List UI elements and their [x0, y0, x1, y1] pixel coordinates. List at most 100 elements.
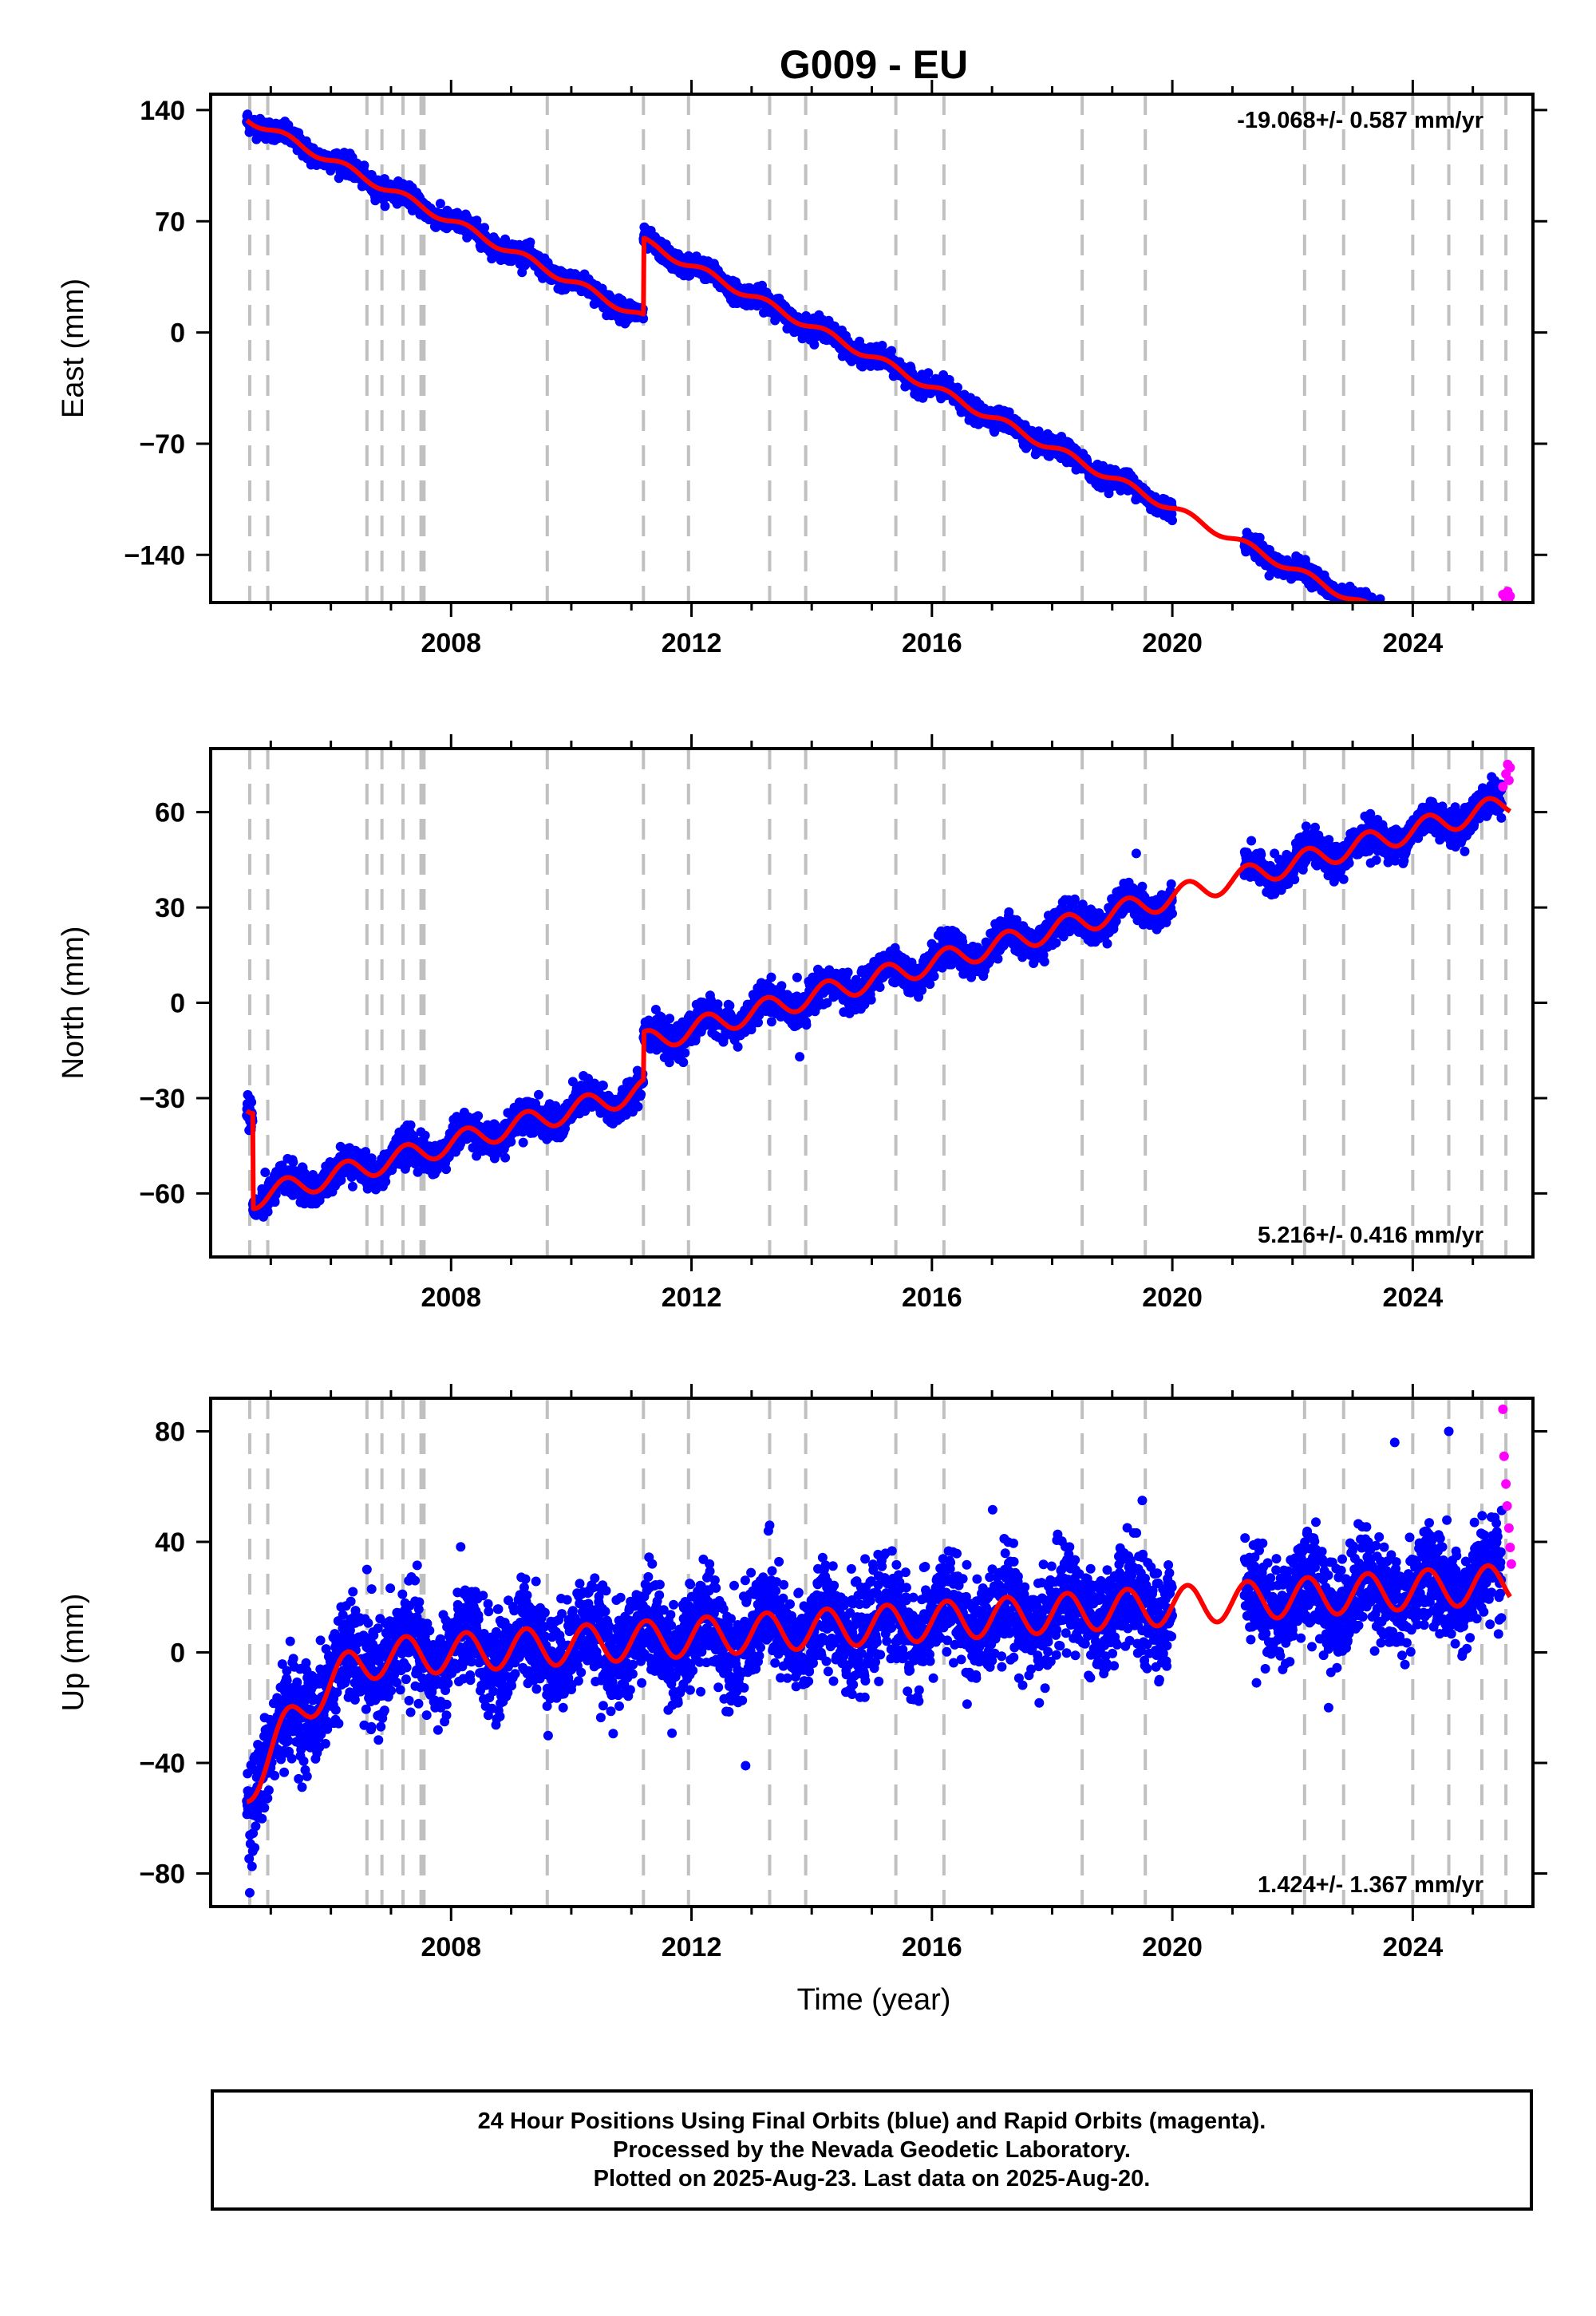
- data-point: [1479, 656, 1488, 666]
- data-point: [1482, 662, 1491, 672]
- data-point: [1365, 603, 1375, 613]
- data-point: [1452, 647, 1462, 657]
- data-point: [1463, 650, 1472, 659]
- data-point: [1389, 619, 1399, 628]
- x-tick-label: 2016: [902, 628, 962, 658]
- data-point: [1448, 644, 1457, 654]
- data-point: [1423, 619, 1432, 628]
- data-point: [1492, 662, 1502, 672]
- velocity-rate-label: -19.068+/- 0.587 mm/yr: [1237, 108, 1483, 133]
- data-point: [1384, 616, 1393, 626]
- data-point: [1461, 662, 1471, 672]
- data-point: [1495, 675, 1505, 685]
- data-point: [1450, 649, 1460, 658]
- data-point: [1478, 653, 1487, 662]
- data-point: [1362, 609, 1372, 619]
- data-point: [1478, 654, 1487, 663]
- data-point: [1454, 646, 1464, 656]
- data-point: [1472, 650, 1481, 659]
- data-point: [1473, 655, 1483, 665]
- data-point: [1387, 618, 1396, 627]
- data-point: [1464, 644, 1473, 654]
- data-point: [1456, 652, 1465, 662]
- data-point: [1469, 652, 1479, 662]
- data-point: [1468, 653, 1478, 662]
- data-point: [1441, 646, 1451, 655]
- data-point: [1462, 655, 1472, 665]
- data-point: [1468, 657, 1477, 666]
- data-point: [1487, 663, 1497, 673]
- data-point: [1473, 654, 1483, 664]
- x-tick-label: 2020: [1142, 628, 1203, 658]
- data-point: [1369, 605, 1379, 615]
- data-point: [1384, 615, 1393, 624]
- data-point: [1475, 658, 1484, 667]
- data-point: [1493, 664, 1503, 674]
- data-point: [1494, 661, 1503, 670]
- data-point: [1488, 656, 1498, 666]
- data-point: [1376, 613, 1385, 622]
- data-point: [1384, 608, 1393, 618]
- data-point: [1451, 651, 1460, 661]
- data-point: [1495, 662, 1505, 671]
- rapid-orbit-points: [1498, 587, 1515, 603]
- data-point: [1444, 645, 1453, 654]
- data-point: [380, 201, 390, 211]
- data-point: [1448, 645, 1458, 654]
- data-point: [1390, 617, 1400, 626]
- data-point: [1377, 607, 1386, 616]
- data-point: [1381, 608, 1390, 618]
- data-point: [1383, 611, 1393, 620]
- data-point: [1475, 658, 1484, 667]
- data-point: [1465, 649, 1475, 658]
- data-point: [1491, 662, 1500, 672]
- data-point: [1460, 659, 1469, 669]
- data-point: [1486, 658, 1495, 667]
- data-point: [1379, 613, 1389, 622]
- data-point: [1383, 615, 1393, 625]
- data-point: [1466, 669, 1476, 678]
- data-point: [1372, 612, 1381, 622]
- data-point: [1397, 618, 1407, 627]
- data-point: [1455, 650, 1464, 660]
- data-point: [1356, 603, 1365, 612]
- data-point: [1471, 661, 1480, 670]
- data-point: [1385, 611, 1394, 620]
- data-point: [1480, 652, 1490, 662]
- data-point: [1377, 613, 1386, 622]
- data-point: [1486, 664, 1495, 674]
- data-point: [1388, 611, 1397, 620]
- data-point: [1452, 646, 1462, 656]
- data-point: [1368, 604, 1377, 614]
- data-point: [1484, 661, 1494, 670]
- data-point: [1366, 604, 1376, 614]
- data-point: [1378, 604, 1388, 614]
- data-point: [1493, 667, 1503, 677]
- data-point: [1373, 605, 1382, 615]
- data-point: [1452, 654, 1462, 664]
- data-point: [1485, 659, 1495, 669]
- data-point: [1388, 616, 1397, 626]
- data-point: [1380, 613, 1389, 622]
- data-point: [1481, 654, 1491, 664]
- data-point: [1453, 649, 1463, 658]
- data-point: [1483, 663, 1493, 673]
- y-axis-label: East (mm): [57, 279, 90, 418]
- data-point: [1400, 619, 1410, 628]
- data-point: [1467, 657, 1476, 666]
- data-point: [1472, 650, 1481, 659]
- data-point: [1446, 645, 1456, 654]
- data-point: [1488, 662, 1498, 671]
- data-point: [1456, 655, 1465, 665]
- data-point: [1447, 652, 1456, 662]
- data-point: [1452, 645, 1461, 654]
- data-point: [1450, 649, 1460, 658]
- data-point: [1456, 658, 1466, 668]
- data-point: [1453, 647, 1463, 657]
- data-point: [1484, 663, 1494, 673]
- data-point: [1357, 610, 1366, 619]
- data-point: [1487, 665, 1496, 674]
- data-point: [1385, 615, 1395, 624]
- data-point: [1373, 607, 1383, 616]
